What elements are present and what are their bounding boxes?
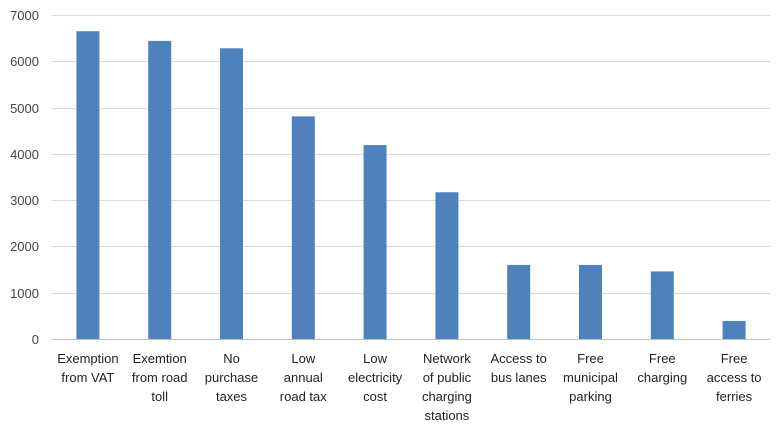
bar (435, 192, 459, 339)
bar (76, 31, 100, 339)
x-category-label: Exemption from VAT (57, 351, 118, 385)
y-tick-label: 6000 (10, 54, 39, 69)
y-axis-ticks: 0 1000 2000 3000 4000 5000 6000 7000 (10, 8, 39, 347)
x-category-label: Free charging (637, 351, 687, 385)
y-tick-label: 2000 (10, 239, 39, 254)
bar (507, 264, 531, 339)
x-axis-labels: Exemption from VAT Exemtion from road toll No… (57, 351, 761, 423)
x-category-label: Low annual road tax (280, 351, 327, 404)
y-tick-label: 4000 (10, 147, 39, 162)
y-tick-label: 5000 (10, 101, 39, 116)
bar (722, 320, 746, 339)
bar (291, 116, 315, 339)
x-category-label: Free municipal parking (563, 351, 618, 404)
x-category-label: Exemtion from road toll (132, 351, 188, 404)
bar (148, 40, 172, 340)
bar (579, 264, 602, 339)
y-tick-label: 1000 (10, 286, 39, 301)
x-category-label: Network of public charging stations (422, 351, 472, 423)
y-tick-label: 0 (32, 332, 39, 347)
x-category-label: No purchase taxes (205, 351, 258, 404)
gridlines (52, 15, 770, 340)
bar (363, 145, 387, 339)
x-category-label: Access to bus lanes (491, 351, 548, 385)
x-category-label: Low electricity cost (348, 351, 403, 404)
y-tick-label: 7000 (10, 8, 39, 23)
x-category-label: Free access to ferries (707, 351, 762, 404)
bar (650, 271, 674, 339)
bars (76, 31, 746, 340)
bar (220, 48, 243, 339)
y-tick-label: 3000 (10, 193, 39, 208)
